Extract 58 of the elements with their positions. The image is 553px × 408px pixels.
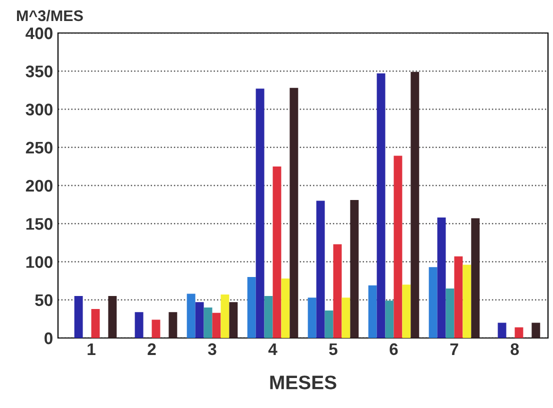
bar xyxy=(229,302,238,338)
bar xyxy=(256,88,264,338)
bar xyxy=(471,218,480,338)
bar xyxy=(462,264,472,338)
bar xyxy=(368,285,377,338)
y-tick-label: 0 xyxy=(44,332,52,344)
bar xyxy=(446,288,454,338)
bar xyxy=(134,312,144,338)
bar xyxy=(204,308,212,338)
bar xyxy=(264,296,273,338)
x-tick-label: 8 xyxy=(510,343,519,356)
y-tick-label: 50 xyxy=(35,294,52,306)
y-tick-label: 200 xyxy=(26,180,52,192)
bar xyxy=(428,267,438,338)
bar xyxy=(342,298,350,338)
bar xyxy=(272,166,282,338)
x-tick-label: 4 xyxy=(268,343,278,355)
x-tick-label: 5 xyxy=(329,343,338,356)
bar xyxy=(410,72,420,338)
bar xyxy=(333,244,342,338)
bar xyxy=(91,309,100,338)
bar xyxy=(74,296,83,338)
bar xyxy=(281,278,290,338)
bar xyxy=(324,310,334,338)
bar xyxy=(308,298,316,338)
bar xyxy=(220,294,230,338)
x-tick-label: 6 xyxy=(390,343,398,356)
bar xyxy=(376,73,386,338)
bar xyxy=(394,156,402,338)
bar xyxy=(532,322,540,338)
y-tick-label: 250 xyxy=(26,142,52,154)
bar xyxy=(316,200,325,338)
bar xyxy=(498,322,506,338)
bar xyxy=(454,256,463,338)
x-tick-label: 7 xyxy=(450,343,458,355)
bar xyxy=(514,327,524,338)
bar xyxy=(247,277,256,338)
x-tick-label: 2 xyxy=(148,343,156,355)
x-tick-label: 1 xyxy=(88,343,96,355)
y-tick-label: 400 xyxy=(26,27,52,40)
bar xyxy=(350,200,359,338)
x-axis-title: MESES xyxy=(270,376,336,390)
y-tick-label: 150 xyxy=(26,218,52,230)
bar xyxy=(402,284,411,338)
bar xyxy=(385,300,394,338)
y-tick-label: 300 xyxy=(26,104,52,116)
bar xyxy=(186,294,196,338)
bar xyxy=(290,88,298,338)
bar xyxy=(195,302,204,338)
x-tick-label: 3 xyxy=(208,343,216,356)
y-axis-title: M^3/MES xyxy=(17,10,83,22)
y-tick-label: 350 xyxy=(26,66,52,78)
bar xyxy=(168,312,178,338)
bar xyxy=(108,296,117,338)
bar xyxy=(212,312,221,338)
bar xyxy=(152,320,160,338)
bar xyxy=(437,218,446,338)
y-tick-label: 100 xyxy=(26,256,52,268)
